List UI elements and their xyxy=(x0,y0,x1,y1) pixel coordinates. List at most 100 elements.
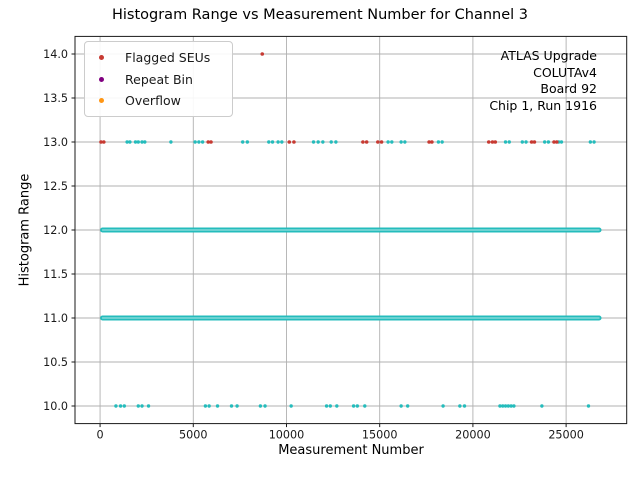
legend-swatch-icon xyxy=(99,55,104,61)
data-point xyxy=(136,140,140,144)
data-point xyxy=(99,140,103,144)
data-point xyxy=(280,140,284,144)
data-point xyxy=(136,404,140,408)
data-point xyxy=(458,404,462,408)
data-point xyxy=(289,404,293,408)
data-point xyxy=(520,140,525,144)
data-point xyxy=(427,140,431,144)
annotation-line: ATLAS Upgrade xyxy=(500,48,597,63)
y-tick-label: 11.0 xyxy=(43,312,68,325)
data-point xyxy=(276,140,280,144)
data-point xyxy=(114,404,118,408)
data-point xyxy=(586,404,591,408)
data-point xyxy=(240,140,245,144)
data-point xyxy=(588,140,593,144)
legend-label: Overflow xyxy=(125,93,181,109)
legend: Flagged SEUs Repeat Bin Overflow xyxy=(84,41,233,117)
data-point xyxy=(405,404,410,408)
data-point xyxy=(486,140,491,144)
data-point xyxy=(316,140,320,144)
legend-label: Repeat Bin xyxy=(125,71,193,87)
data-point xyxy=(200,140,205,144)
annotation-line: Board 92 xyxy=(540,81,597,96)
data-point xyxy=(235,404,239,408)
data-point xyxy=(351,404,356,408)
data-point xyxy=(493,140,498,144)
data-point xyxy=(498,404,502,408)
y-tick-label: 13.0 xyxy=(43,136,68,149)
x-tick-label: 25000 xyxy=(548,429,584,442)
data-point xyxy=(501,404,505,408)
legend-label: Flagged SEUs xyxy=(125,50,211,66)
data-point xyxy=(140,140,144,144)
data-point xyxy=(529,140,534,144)
legend-item: Repeat Bin xyxy=(85,69,232,91)
data-point xyxy=(430,140,434,144)
data-point xyxy=(559,140,564,144)
data-point xyxy=(329,140,333,144)
data-point xyxy=(140,404,144,408)
data-point xyxy=(128,140,132,144)
data-point xyxy=(542,140,547,144)
data-point xyxy=(193,140,197,144)
legend-item: Flagged SEUs xyxy=(85,47,232,69)
data-point xyxy=(335,404,339,408)
data-point xyxy=(260,52,265,56)
data-point xyxy=(146,404,151,408)
data-point xyxy=(540,404,544,408)
data-point xyxy=(334,140,338,144)
data-point xyxy=(399,140,403,144)
data-point xyxy=(379,140,384,144)
y-tick-label: 12.5 xyxy=(43,180,68,193)
data-point xyxy=(503,404,508,408)
y-tick-label: 10.5 xyxy=(43,356,68,369)
x-ticks: 0 5000 10000 15000 20000 25000 xyxy=(97,423,584,442)
data-point xyxy=(169,140,173,144)
x-tick-label: 5000 xyxy=(179,429,207,442)
data-point xyxy=(292,140,296,144)
y-tick-label: 14.0 xyxy=(43,48,68,61)
x-tick-label: 10000 xyxy=(269,429,305,442)
data-point xyxy=(263,404,267,408)
data-point xyxy=(506,404,511,408)
x-tick-label: 15000 xyxy=(362,429,398,442)
data-point xyxy=(267,140,271,144)
data-point xyxy=(462,404,467,408)
data-point xyxy=(118,404,123,408)
data-point xyxy=(203,404,208,408)
y-tick-label: 13.5 xyxy=(43,92,68,105)
series-histogram-range-dense-bands xyxy=(100,227,602,321)
data-point xyxy=(390,140,394,144)
data-point xyxy=(532,140,537,144)
data-point xyxy=(215,404,220,408)
chart-title: Histogram Range vs Measurement Number fo… xyxy=(111,7,529,23)
data-point xyxy=(399,404,403,408)
data-point xyxy=(361,140,365,144)
data-point xyxy=(258,404,263,408)
annotation-line: COLUTAv4 xyxy=(533,64,597,80)
data-point xyxy=(546,140,551,144)
legend-swatch-icon xyxy=(99,76,104,82)
data-point xyxy=(355,404,360,408)
data-point xyxy=(509,404,513,408)
legend-item: Overflow xyxy=(85,90,232,112)
y-tick-label: 10.0 xyxy=(43,400,68,413)
y-axis-label: Histogram Range xyxy=(17,173,33,287)
data-point xyxy=(512,404,516,408)
data-point xyxy=(363,404,367,408)
data-point xyxy=(321,140,325,144)
data-point xyxy=(592,140,596,144)
data-point xyxy=(206,140,210,144)
data-point xyxy=(209,140,213,144)
data-point xyxy=(133,140,138,144)
annotation-text: ATLAS Upgrade COLUTAv4 Board 92 Chip 1, Run… xyxy=(489,48,597,114)
data-point xyxy=(436,140,441,144)
data-point xyxy=(270,140,275,144)
data-point xyxy=(311,140,316,144)
data-point xyxy=(386,140,390,144)
data-point xyxy=(207,404,211,408)
series-flagged-seus xyxy=(99,52,559,144)
data-point xyxy=(287,140,292,144)
annotation-line: Chip 1, Run 1916 xyxy=(489,97,597,113)
data-point xyxy=(229,404,234,408)
